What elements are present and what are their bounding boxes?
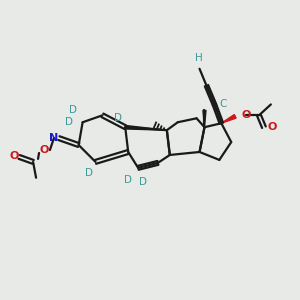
Polygon shape xyxy=(125,125,167,130)
Text: C: C xyxy=(219,99,227,110)
Text: D: D xyxy=(69,105,77,116)
Text: D: D xyxy=(114,113,122,123)
Text: D: D xyxy=(124,175,132,185)
Text: D: D xyxy=(139,177,147,187)
Text: N: N xyxy=(49,133,58,143)
Polygon shape xyxy=(221,115,236,123)
Text: O: O xyxy=(39,145,49,155)
Text: O: O xyxy=(10,151,19,161)
Text: O: O xyxy=(268,122,277,132)
Text: D: D xyxy=(65,117,73,127)
Text: O: O xyxy=(241,110,250,120)
Polygon shape xyxy=(203,110,206,127)
Text: H: H xyxy=(195,53,203,63)
Text: D: D xyxy=(85,168,93,178)
